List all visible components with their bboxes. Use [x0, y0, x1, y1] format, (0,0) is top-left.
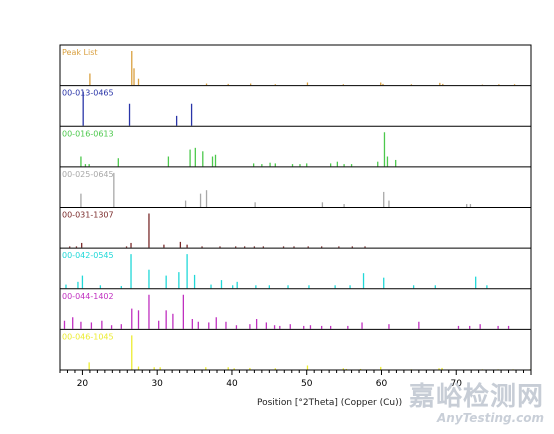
x-tick-label: 40 — [226, 379, 238, 389]
x-axis-label: Position [°2Theta] (Copper (Cu)) — [257, 398, 403, 408]
watermark-en: AnyTesting.com — [437, 411, 544, 425]
panel-label: 00-025-0645 — [62, 170, 114, 179]
panel-label: Peak List — [62, 48, 98, 57]
panel-label: 00-031-1307 — [62, 211, 114, 220]
x-tick-label: 30 — [151, 379, 163, 389]
plot-frame — [59, 44, 532, 371]
x-tick-label: 70 — [451, 379, 463, 389]
watermark: 嘉峪检测网 AnyTesting.com — [409, 384, 544, 424]
x-tick-label: 60 — [376, 379, 388, 389]
panel-label: 00-013-0465 — [62, 89, 114, 98]
panel-label: 00-044-1402 — [62, 292, 114, 301]
x-tick-label: 20 — [77, 379, 89, 389]
panel-label: 00-016-0613 — [62, 129, 114, 138]
watermark-cn: 嘉峪检测网 — [408, 382, 544, 412]
x-tick-label: 50 — [301, 379, 313, 389]
panel-label: 00-046-1045 — [62, 332, 114, 341]
panel-label: 00-042-0545 — [62, 251, 114, 260]
